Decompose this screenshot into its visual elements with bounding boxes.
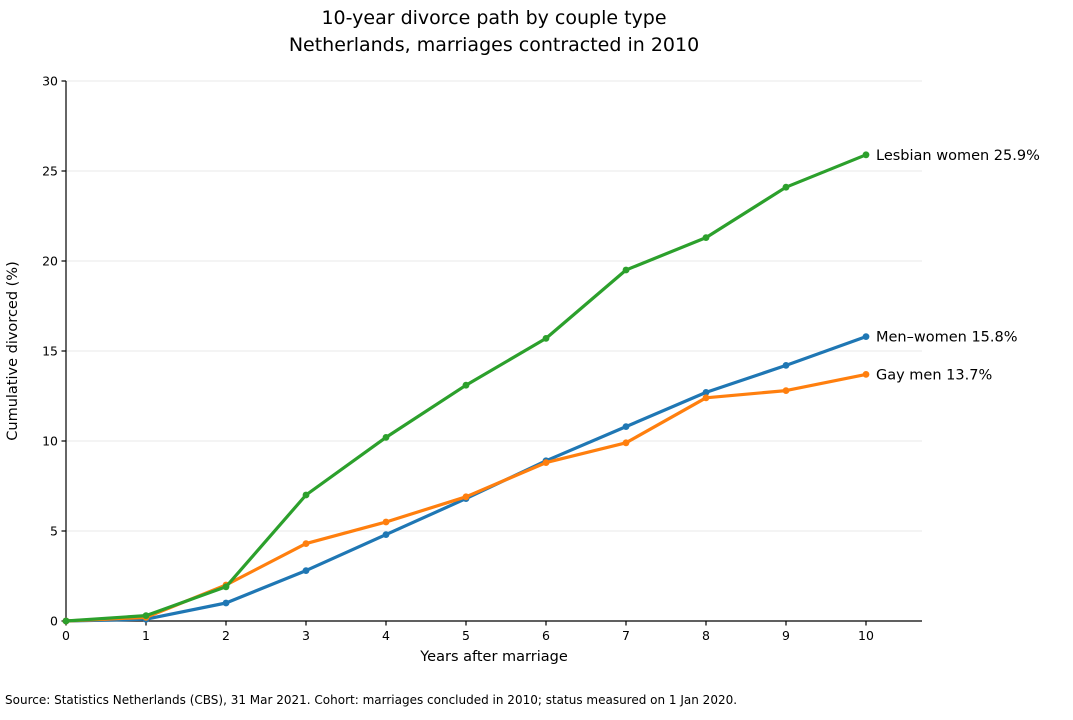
series-marker-1-6 <box>542 459 550 466</box>
x-tick-label-7: 7 <box>622 628 630 643</box>
series-end-label-2: Lesbian women 25.9% <box>876 148 1040 164</box>
series-end-label-0: Men–women 15.8% <box>876 330 1018 346</box>
x-tick-label-3: 3 <box>302 628 310 643</box>
x-tick-label-8: 8 <box>702 628 710 643</box>
series-marker-2-0 <box>62 617 70 625</box>
series-marker-1-8 <box>702 394 710 402</box>
series-marker-2-4 <box>382 434 390 441</box>
y-tick-label-20: 20 <box>42 254 58 269</box>
y-tick-label-15: 15 <box>42 344 58 359</box>
y-tick-label-10: 10 <box>42 434 58 449</box>
series-marker-2-10 <box>862 151 870 159</box>
series-marker-1-3 <box>302 540 310 547</box>
series-marker-2-2 <box>222 583 230 591</box>
x-tick-label-0: 0 <box>62 628 70 643</box>
y-tick-label-5: 5 <box>50 524 58 539</box>
x-tick-label-5: 5 <box>462 628 470 643</box>
series-marker-2-3 <box>302 491 310 499</box>
series-marker-2-9 <box>782 183 790 191</box>
series-marker-2-6 <box>542 335 550 342</box>
x-tick-label-4: 4 <box>382 628 390 643</box>
y-axis-label: Cumulative divorced (%) <box>5 261 21 441</box>
x-tick-label-2: 2 <box>222 628 230 643</box>
series-marker-0-8 <box>702 389 710 396</box>
x-tick-label-10: 10 <box>858 628 874 643</box>
y-tick-label-30: 30 <box>42 74 58 89</box>
x-tick-label-6: 6 <box>542 628 550 643</box>
series-marker-1-10 <box>862 371 870 378</box>
y-tick-label-25: 25 <box>42 164 58 179</box>
chart-title-line1: 10-year divorce path by couple type <box>321 7 667 29</box>
series-marker-0-7 <box>622 423 630 430</box>
series-end-label-1: Gay men 13.7% <box>876 367 992 383</box>
series-marker-0-3 <box>302 567 310 574</box>
source-note: Source: Statistics Netherlands (CBS), 31… <box>5 693 738 707</box>
series-marker-1-4 <box>382 518 390 526</box>
series-line-0 <box>64 335 868 623</box>
chart-title-line2: Netherlands, marriages contracted in 201… <box>288 34 700 56</box>
chart-title: 10-year divorce path by couple type Neth… <box>66 5 922 59</box>
y-tick-label-0: 0 <box>50 614 58 629</box>
series-marker-0-10 <box>862 333 870 340</box>
series-marker-1-7 <box>622 439 630 447</box>
series-marker-1-9 <box>782 387 790 394</box>
series-marker-0-2 <box>222 599 230 607</box>
series-marker-0-4 <box>382 531 390 538</box>
series-marker-1-5 <box>462 493 470 501</box>
series-marker-2-8 <box>702 234 710 242</box>
divorce-line-chart: 0 5 10 15 20 25 30 0 1 2 3 4 5 6 7 8 9 10 Years after marr… <box>5 74 1040 666</box>
series-marker-2-5 <box>462 381 470 389</box>
x-tick-label-1: 1 <box>142 628 150 643</box>
series-marker-2-7 <box>622 266 630 274</box>
x-axis-label: Years after marriage <box>419 649 568 665</box>
series-marker-2-1 <box>142 612 150 619</box>
x-tick-label-9: 9 <box>782 628 790 643</box>
series-marker-0-9 <box>782 362 790 369</box>
